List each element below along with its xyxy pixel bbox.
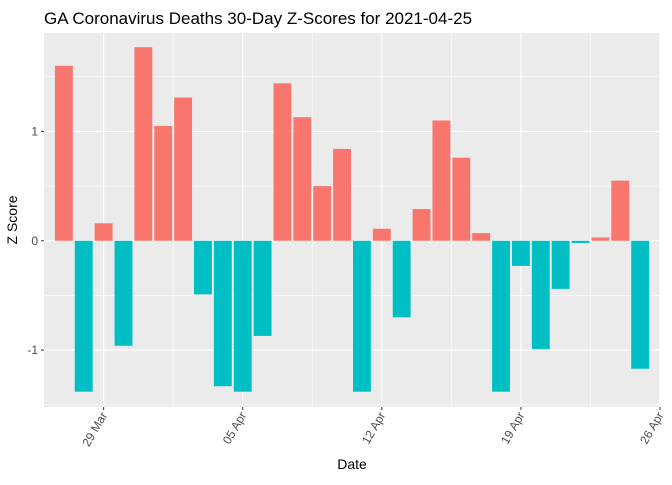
bar (54, 65, 73, 241)
bar (372, 228, 391, 241)
bar (333, 148, 352, 241)
x-tick-label: 12 Apr (359, 410, 388, 447)
bar (194, 240, 212, 295)
bar (293, 117, 312, 241)
bar (114, 240, 133, 346)
bar (412, 209, 431, 241)
bar (452, 157, 471, 241)
y-tick-label: -1 (27, 343, 38, 357)
y-axis-label: Z Score (4, 195, 20, 244)
bar (134, 47, 153, 241)
bar (511, 240, 530, 266)
chart-title: GA Coronavirus Deaths 30-Day Z-Scores fo… (44, 9, 472, 28)
bar (253, 240, 272, 336)
x-tick-label: 19 Apr (498, 410, 527, 447)
bar (313, 186, 332, 241)
x-tick-label: 26 Apr (637, 410, 666, 447)
bar (213, 240, 232, 387)
x-axis: 29 Mar 05 Apr 12 Apr 19 Apr 26 Apr (79, 407, 667, 449)
bar (551, 240, 570, 289)
bar (611, 180, 630, 241)
bar (174, 97, 193, 241)
x-tick-label: 29 Mar (79, 410, 110, 449)
bar (94, 223, 113, 241)
y-tick-label: 0 (31, 234, 38, 248)
bar (591, 237, 610, 241)
bar (352, 240, 371, 392)
bar (472, 233, 491, 241)
x-axis-label: Date (337, 456, 367, 472)
bar (432, 120, 451, 241)
bar (233, 240, 252, 392)
bar (392, 240, 411, 318)
bars (54, 47, 650, 392)
bar (492, 240, 510, 392)
bar (571, 240, 590, 243)
bar (531, 240, 550, 350)
y-axis: -1 0 1 (27, 124, 44, 357)
y-tick-label: 1 (31, 124, 38, 138)
bar (631, 240, 650, 369)
bar (154, 125, 173, 241)
bar (273, 83, 292, 241)
x-tick-label: 05 Apr (220, 410, 249, 447)
bar (74, 240, 93, 392)
